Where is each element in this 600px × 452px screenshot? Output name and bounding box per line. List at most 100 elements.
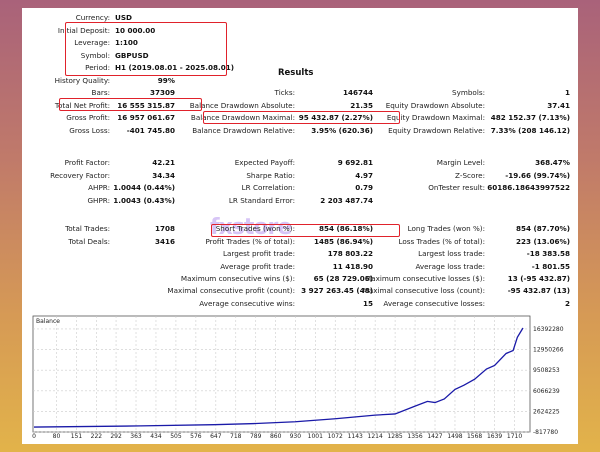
col3-label: Long Trades (won %): [407,224,485,234]
col1-value: 37309 [149,88,175,98]
x-tick-label: 647 [210,433,222,440]
col2-value: 1485 (86.94%) [313,236,373,246]
col2-label: Ticks: [274,88,295,98]
col1-label: Total Net Profit: [54,100,110,110]
highlight-profit-trades [211,224,400,237]
x-tick-label: 1639 [487,433,502,440]
x-tick-label: 434 [150,433,162,440]
x-tick-label: 1356 [407,433,422,440]
col2-value: 854 (86.18%) [318,224,373,234]
col1-value: 99% [157,76,175,85]
col2-value: 0.79 [355,183,373,193]
col2-label: Balance Drawdown Relative: [192,125,295,135]
x-tick-label: 1710 [507,433,522,440]
results-title: Results [278,68,314,78]
col1-label: Total Trades: [65,224,110,234]
col3-value: 7.33% (208 146.12) [490,125,570,135]
col3-label: Equity Drawdown Relative: [388,125,485,135]
col3-label: Equity Drawdown Maximal: [386,113,485,123]
x-tick-label: 151 [71,433,83,440]
col3-label: Maximal consecutive loss (count): [362,286,485,296]
col2-label: Maximal consecutive profit (count): [167,286,295,296]
col1-label: GHPR: [87,195,110,205]
col3-value: -95 432.87 (13) [507,286,570,296]
x-tick-label: 80 [53,433,61,440]
setting-label: Symbol: [80,50,110,60]
col2-label: Balance Drawdown Maximal: [190,113,295,123]
highlight-settings [65,22,227,76]
x-tick-label: 1568 [467,433,482,440]
col1-value: 16 957 061.67 [117,113,175,123]
x-tick-label: 930 [290,433,302,440]
col1-label: AHPR: [88,183,110,193]
col2-value: 4.97 [355,170,373,180]
col3-value: 1 [564,88,570,98]
col2-label: Largest profit trade: [222,249,295,259]
watermark-logo: fxstore [210,215,292,240]
col2-label: Profit Trades (% of total): [205,236,295,246]
col1-value: 42.21 [152,158,175,168]
setting-label: Leverage: [74,38,110,48]
col2-label: Average profit trade: [220,261,295,271]
col1-value: 34.34 [152,170,175,180]
setting-label: Period: [85,63,110,73]
x-tick-label: 1498 [447,433,462,440]
x-tick-label: 1427 [427,433,442,440]
col1-label: Profit Factor: [64,158,110,168]
y-tick-label: 2624225 [533,408,560,415]
x-tick-label: 292 [110,433,122,440]
x-tick-label: 505 [170,433,182,440]
chart-plot-area [32,315,531,433]
col1-label: Recovery Factor: [50,170,110,180]
col3-label: Maximum consecutive losses ($): [365,274,485,283]
col3-value: -18 383.58 [526,249,570,259]
col1-value: -401 745.80 [126,125,175,135]
setting-label: Currency: [75,13,110,22]
col3-label: Symbols: [452,88,485,98]
col3-value: 13 (-95 432.87) [507,274,570,283]
y-tick-label: 6066239 [533,388,560,395]
col2-value: 65 (28 729.06) [313,274,373,283]
chart-title: Balance [36,318,60,325]
col3-label: Average consecutive losses: [383,298,485,308]
col3-value: 482 152.37 (7.13%) [490,113,570,123]
col3-value: 368.47% [535,158,570,168]
col2-value: 178 803.22 [327,249,373,259]
col2-value: 95 432.87 (2.27%) [298,113,373,123]
y-tick-label: 12950266 [533,347,564,354]
col2-value: 3.95% (620.36) [311,125,373,135]
col3-label: Margin Level: [436,158,485,168]
col1-label: Total Deals: [68,236,110,246]
x-tick-label: 1214 [368,433,383,440]
col3-value: 2 [564,298,570,308]
col3-label: Average loss trade: [415,261,485,271]
col2-label: Average consecutive wins: [199,298,295,308]
col3-value: 223 (13.06%) [515,236,570,246]
x-tick-label: 363 [130,433,142,440]
setting-value: 10 000.00 [115,25,156,35]
col3-label: Z-Score: [455,170,485,180]
col3-label: OnTester result: [428,183,485,193]
col3-label: Equity Drawdown Absolute: [385,100,485,110]
col3-value: 37.41 [547,100,570,110]
setting-value: GBPUSD [115,50,149,60]
col2-label: Balance Drawdown Absolute: [189,100,295,110]
x-tick-label: 576 [190,433,202,440]
x-tick-label: 0 [32,433,36,440]
col3-label: Loss Trades (% of total): [398,236,485,246]
col1-value: 3416 [154,236,175,246]
col1-value: 16 555 315.87 [117,100,175,110]
col2-value: 9 692.81 [337,158,373,168]
col1-label: Gross Loss: [69,125,110,135]
setting-value: 1:100 [115,38,138,48]
x-tick-label: 860 [270,433,282,440]
col2-label: Sharpe Ratio: [246,170,295,180]
x-tick-label: 222 [91,433,103,440]
highlight-balance-dd-max [203,111,400,124]
col2-value: 3 927 263.45 (48) [301,286,373,296]
col3-value: 854 (87.70%) [515,224,570,234]
col2-label: Short Trades (won %): [215,224,295,234]
col3-label: Largest loss trade: [418,249,485,259]
x-tick-label: 718 [230,433,242,440]
